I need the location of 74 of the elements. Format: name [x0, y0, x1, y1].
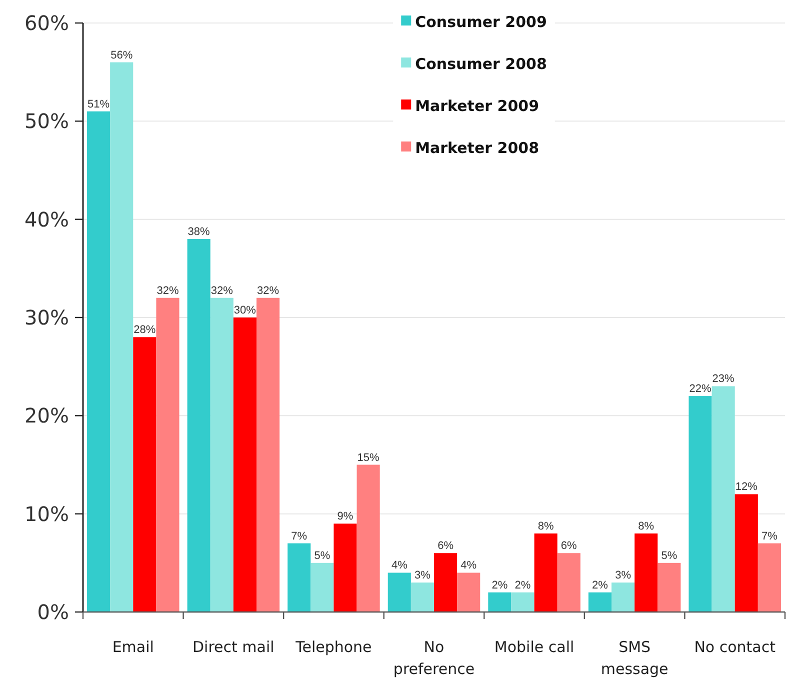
data-label: 6% [438, 540, 454, 552]
bar [110, 62, 134, 612]
data-label: 12% [735, 481, 758, 494]
legend-label: Marketer 2008 [415, 138, 540, 157]
data-label: 32% [256, 284, 280, 297]
data-label: 28% [134, 324, 156, 336]
x-tick-label: SMS message [600, 638, 668, 678]
legend-label: Consumer 2009 [415, 12, 547, 31]
data-label: 3% [615, 570, 632, 582]
data-label: 5% [661, 550, 678, 562]
data-label: 38% [188, 226, 210, 238]
bar [156, 298, 180, 612]
data-label: 5% [314, 550, 330, 562]
data-label: 4% [460, 560, 477, 572]
bar [758, 543, 781, 612]
bar [612, 582, 635, 612]
bar [310, 562, 334, 612]
bar [388, 572, 411, 612]
bar [133, 337, 156, 612]
data-label: 32% [156, 284, 179, 297]
bar [288, 543, 311, 612]
data-label: 8% [638, 520, 654, 532]
data-label: 56% [110, 49, 133, 62]
data-label: 32% [210, 284, 234, 297]
bar [87, 111, 110, 612]
bar [256, 298, 280, 612]
bar [712, 386, 735, 612]
data-label: 8% [538, 520, 554, 532]
data-label: 2% [592, 579, 608, 592]
x-tick-label: No contact [694, 638, 776, 656]
y-tick-label: 0% [37, 600, 69, 624]
legend-label: Marketer 2009 [415, 96, 540, 115]
y-tick-label: 30% [24, 306, 69, 330]
x-tick-label: No preference [393, 638, 475, 678]
bar [734, 494, 758, 612]
data-label: 2% [492, 579, 508, 592]
data-label: 6% [560, 540, 578, 552]
data-label: 23% [712, 373, 735, 386]
x-tick-label: Mobile call [494, 638, 574, 656]
bar [557, 553, 580, 612]
y-tick-label: 20% [24, 404, 69, 428]
bar [534, 533, 558, 612]
bar [410, 582, 434, 612]
bar [457, 572, 480, 612]
bar [688, 396, 712, 612]
data-label: 15% [357, 452, 380, 464]
data-label: 7% [761, 530, 778, 542]
data-label: 30% [234, 304, 256, 316]
data-label: 22% [689, 383, 712, 396]
bar [588, 592, 612, 612]
bar [511, 592, 534, 612]
bar [334, 524, 357, 612]
bar [488, 592, 512, 612]
data-label: 4% [391, 560, 408, 572]
y-tick-label: 40% [24, 207, 69, 232]
data-label: 7% [291, 530, 308, 542]
legend-label: Consumer 2008 [415, 54, 547, 73]
data-label: 51% [88, 98, 110, 110]
bar [210, 298, 234, 612]
data-label: 9% [337, 510, 354, 523]
bar [233, 318, 256, 612]
bar [356, 464, 380, 612]
y-tick-label: 60% [24, 11, 69, 35]
y-tick-label: 50% [24, 109, 69, 134]
bar [658, 562, 681, 612]
x-tick-label: Telephone [294, 638, 372, 656]
data-label: 2% [514, 579, 531, 592]
data-label: 3% [414, 570, 431, 582]
bar [634, 533, 658, 612]
x-tick-label: Direct mail [192, 638, 274, 656]
y-tick-label: 10% [24, 502, 69, 526]
bar [434, 553, 458, 612]
x-tick-label: Email [112, 638, 154, 656]
bar [187, 238, 210, 612]
